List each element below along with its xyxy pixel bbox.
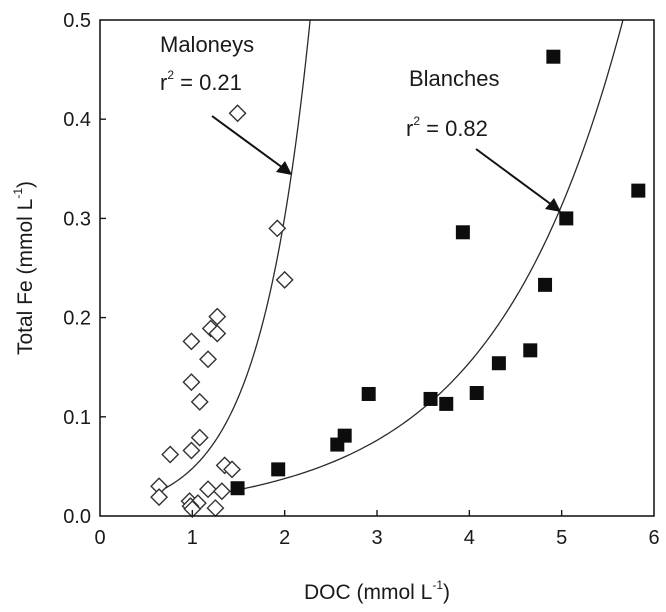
blanches-point [230,481,245,496]
blanches-point [538,277,553,292]
blanches-point [439,396,454,411]
blanches-r2-label: r2 = 0.82 [406,114,488,141]
x-tick-label: 0 [94,527,105,549]
blanches-r2-value: = 0.82 [420,116,488,141]
blanches-r2-sup: 2 [413,114,420,128]
blanches-point [469,385,484,400]
x-tick-label: 3 [371,527,382,549]
x-axis-title: DOC (mmol L-1) [304,578,450,604]
maloneys-point [199,350,218,369]
y-tick-label: 0.1 [63,407,91,429]
maloneys-point [228,104,247,123]
maloneys-r2-label: r2 = 0.21 [160,68,242,95]
y-axis-title: Total Fe (mmol L-1) [11,181,37,355]
y-axis-ticks: 0.0 0.1 0.2 0.3 0.4 0.5 [63,10,106,528]
maloneys-point [150,488,169,507]
maloneys-point [268,219,287,238]
y-axis-title-main: Total Fe (mmol L [14,199,37,355]
blanches-point [330,437,345,452]
y-axis-title-sup: -1 [11,188,25,199]
blanches-point [491,356,506,371]
maloneys-point [190,428,209,447]
maloneys-arrow-head [276,161,292,175]
x-tick-label: 2 [279,527,290,549]
maloneys-point [182,332,201,351]
x-axis-title-main: DOC (mmol L [304,581,432,604]
maloneys-point [275,270,294,289]
maloneys-label: Maloneys [160,32,254,57]
x-tick-label: 5 [556,527,567,549]
y-tick-label: 0.3 [63,208,91,230]
blanches-point [271,462,286,477]
blanches-arrow-head [545,198,561,212]
blanches-point [546,49,561,64]
maloneys-point [223,460,242,479]
maloneys-point [206,499,225,518]
y-tick-label: 0.5 [63,10,91,32]
blanches-point [523,343,538,358]
maloneys-point [182,441,201,460]
y-axis-title-close: ) [14,181,37,188]
plot-area [150,20,646,519]
blanches-arrow-line [475,148,553,206]
maloneys-arrow [211,115,292,175]
maloneys-r2-sup: 2 [167,68,174,82]
maloneys-point [183,500,202,519]
maloneys-fit-curve [155,20,311,494]
blanches-arrow [475,148,561,212]
blanches-point [559,211,574,226]
maloneys-r2-value: = 0.21 [174,70,242,95]
blanches-point [631,183,646,198]
y-tick-label: 0.2 [63,308,91,330]
x-tick-label: 6 [648,527,659,549]
maloneys-arrow-line [211,115,284,169]
maloneys-point [208,324,227,343]
maloneys-r2-r: r [160,70,167,95]
blanches-label: Blanches [409,66,500,91]
x-tick-label: 4 [464,527,475,549]
x-axis-title-close: ) [443,581,450,604]
x-axis-title-sup: -1 [432,578,443,592]
y-tick-label: 0.0 [63,506,91,528]
x-axis-ticks: 0 1 2 3 4 5 6 [94,510,660,549]
blanches-point [423,391,438,406]
maloneys-point [161,445,180,464]
y-tick-label: 0.4 [63,109,91,131]
x-tick-label: 1 [187,527,198,549]
maloneys-point [199,480,218,499]
blanches-point [361,386,376,401]
data-markers [150,49,646,519]
blanches-r2-r: r [406,116,413,141]
maloneys-point [182,373,201,392]
blanches-point [455,225,470,240]
maloneys-point [190,392,209,411]
maloneys-point [212,482,231,501]
